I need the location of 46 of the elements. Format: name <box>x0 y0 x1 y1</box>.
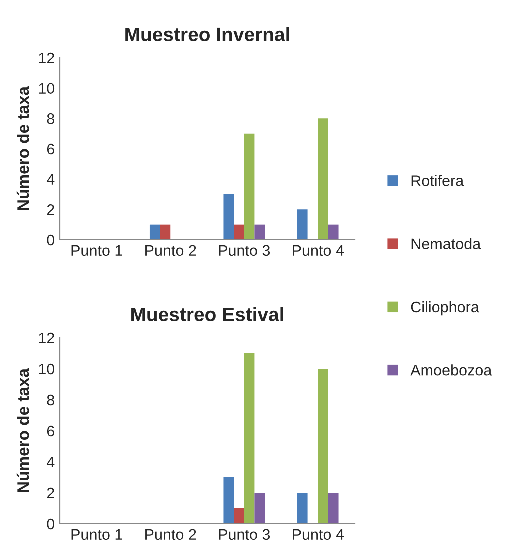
y-tick-label: 12 <box>39 52 54 64</box>
bar <box>150 224 160 240</box>
x-tick-label: Punto 4 <box>293 529 344 540</box>
y-axis-title: Número de taxa <box>16 368 30 492</box>
bar <box>244 134 255 240</box>
y-tick-label: 6 <box>47 426 54 437</box>
y-tick-label: 10 <box>39 364 55 375</box>
legend-label: Ciliophora <box>411 301 480 316</box>
bar <box>234 508 244 524</box>
x-tick-label: Punto 1 <box>72 529 122 540</box>
x-tick-label: Punto 2 <box>146 529 196 540</box>
bar <box>224 194 234 240</box>
bar <box>244 354 255 524</box>
y-tick-label: 2 <box>47 488 54 499</box>
y-tick-label: 6 <box>47 144 54 155</box>
legend-label: Amoebozoa <box>410 364 492 376</box>
bar <box>328 493 339 524</box>
bar <box>318 369 328 524</box>
chart-title: Muestreo Invernal <box>126 27 290 42</box>
y-tick-label: 8 <box>47 114 54 124</box>
y-axis-title: Número de taxa <box>16 86 30 210</box>
bar <box>328 224 339 240</box>
bar <box>160 224 171 240</box>
legend-label: Rotifera <box>412 175 464 186</box>
bar <box>254 493 266 524</box>
x-tick-label: Punto 4 <box>293 245 344 256</box>
x-tick-label: Punto 3 <box>219 245 270 256</box>
x-tick-label: Punto 1 <box>72 245 122 256</box>
bar <box>297 493 308 524</box>
x-tick-label: Punto 3 <box>219 529 270 540</box>
y-tick-label: 0 <box>47 518 55 530</box>
y-tick-label: 12 <box>39 332 54 344</box>
chart-title: Muestreo Estival <box>132 307 284 322</box>
bar <box>224 478 234 524</box>
bar <box>297 210 308 240</box>
y-tick-label: 0 <box>47 234 55 246</box>
y-tick-label: 8 <box>47 394 54 406</box>
x-tick-label: Punto 2 <box>146 245 196 256</box>
y-tick-label: 2 <box>47 204 54 216</box>
bar <box>234 224 244 240</box>
legend-label: Nematoda <box>412 238 482 250</box>
y-tick-label: 4 <box>46 174 55 185</box>
bar <box>254 224 266 240</box>
y-tick-label: 4 <box>46 457 55 468</box>
bar <box>318 118 328 240</box>
y-tick-label: 10 <box>39 83 55 94</box>
